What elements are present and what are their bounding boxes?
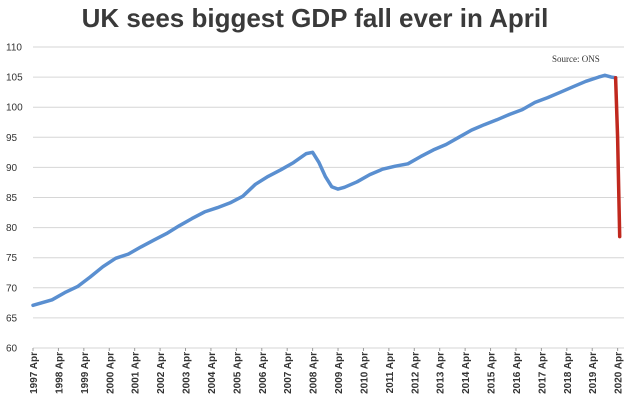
- x-tick-label: 2020 Apr: [614, 352, 625, 394]
- data-point: [394, 164, 397, 168]
- x-tick-label: 2004 Apr: [207, 352, 218, 394]
- x-tick-label: 2017 Apr: [537, 352, 548, 394]
- data-point: [190, 217, 194, 220]
- x-tick-label: 2007 Apr: [283, 352, 294, 394]
- y-tick-label: 105: [6, 73, 23, 84]
- x-tick-label: 2005 Apr: [232, 352, 243, 394]
- y-tick-label: 80: [6, 223, 18, 234]
- x-tick-label: 2013 Apr: [436, 352, 447, 394]
- y-tick-label: 60: [6, 344, 18, 355]
- x-tick-label: 2000 Apr: [105, 352, 116, 394]
- data-point: [311, 151, 314, 154]
- data-point: [76, 285, 79, 288]
- x-tick-label: 2008 Apr: [309, 352, 320, 394]
- data-point: [343, 186, 346, 189]
- data-point: [336, 187, 340, 191]
- data-point: [292, 161, 295, 164]
- data-point: [216, 206, 219, 209]
- y-tick-label: 85: [6, 193, 18, 204]
- data-point: [533, 101, 537, 104]
- data-point: [457, 136, 460, 139]
- data-point: [279, 168, 283, 172]
- data-point: [317, 161, 321, 164]
- data-point: [324, 175, 327, 178]
- data-point: [406, 162, 410, 165]
- data-point: [114, 257, 117, 260]
- y-tick-label: 90: [6, 163, 18, 174]
- data-point: [203, 210, 206, 214]
- chart-title: UK sees biggest GDP fall ever in April: [82, 3, 549, 33]
- data-point: [419, 155, 422, 158]
- x-tick-label: 1999 Apr: [80, 352, 91, 394]
- x-tick-label: 2002 Apr: [156, 352, 167, 394]
- data-point: [616, 136, 619, 139]
- x-tick-label: 2009 Apr: [334, 352, 345, 394]
- data-point: [432, 148, 435, 152]
- series-layer: [31, 73, 622, 308]
- x-tick-label: 2015 Apr: [487, 352, 498, 394]
- x-tick-label: 2016 Apr: [512, 352, 523, 394]
- data-point: [127, 252, 130, 256]
- y-tick-label: 95: [6, 133, 18, 144]
- data-point: [152, 239, 155, 242]
- data-point: [177, 224, 181, 227]
- data-point: [139, 245, 143, 249]
- x-tick-label: 2014 Apr: [461, 352, 472, 394]
- x-tick-label: 2006 Apr: [258, 352, 269, 394]
- data-point: [584, 80, 588, 83]
- y-tick-label: 70: [6, 283, 18, 294]
- data-point: [482, 123, 486, 126]
- data-point: [470, 128, 473, 132]
- data-point: [165, 232, 168, 235]
- data-point: [31, 304, 35, 307]
- data-point: [614, 76, 617, 79]
- data-point: [101, 265, 105, 268]
- y-tick-label: 110: [6, 43, 22, 54]
- source-label: Source: ONS: [552, 54, 600, 64]
- data-point: [597, 75, 600, 79]
- data-point: [618, 235, 621, 238]
- data-point: [508, 113, 511, 116]
- x-tick-label: 2012 Apr: [410, 352, 421, 394]
- y-tick-label: 100: [6, 103, 23, 114]
- y-tick-label: 75: [6, 253, 18, 264]
- data-point: [444, 143, 448, 146]
- data-point: [603, 74, 607, 77]
- x-tick-label: 2018 Apr: [563, 352, 574, 394]
- x-tick-label: 2011 Apr: [385, 352, 396, 393]
- data-point: [63, 291, 66, 294]
- data-point: [330, 185, 333, 188]
- data-point: [521, 108, 524, 111]
- data-point: [546, 96, 549, 99]
- data-point: [305, 152, 308, 155]
- data-point: [50, 298, 54, 302]
- data-point: [381, 168, 384, 171]
- data-point: [241, 195, 244, 198]
- data-point: [266, 175, 270, 178]
- x-tick-label: 2019 Apr: [588, 352, 599, 394]
- data-point: [610, 75, 613, 79]
- axis-layer: 60 65 70 75 80 85 90 95 100 105 110 1997 Apr 1998 Ap…: [6, 43, 625, 394]
- data-point: [355, 180, 359, 184]
- data-point: [88, 275, 92, 279]
- x-tick-label: 2010 Apr: [359, 352, 370, 394]
- grid-layer: [33, 46, 624, 349]
- data-point: [495, 118, 499, 122]
- data-point: [571, 85, 575, 88]
- x-tick-label: 1997 Apr: [29, 352, 40, 394]
- data-point: [559, 90, 562, 94]
- x-tick-label: 2003 Apr: [182, 352, 193, 394]
- data-point: [368, 173, 372, 176]
- x-tick-label: 2001 Apr: [131, 352, 142, 394]
- x-tick-label: 1998 Apr: [54, 352, 65, 394]
- y-tick-label: 65: [6, 313, 18, 324]
- data-point: [228, 201, 232, 205]
- data-point: [254, 183, 257, 186]
